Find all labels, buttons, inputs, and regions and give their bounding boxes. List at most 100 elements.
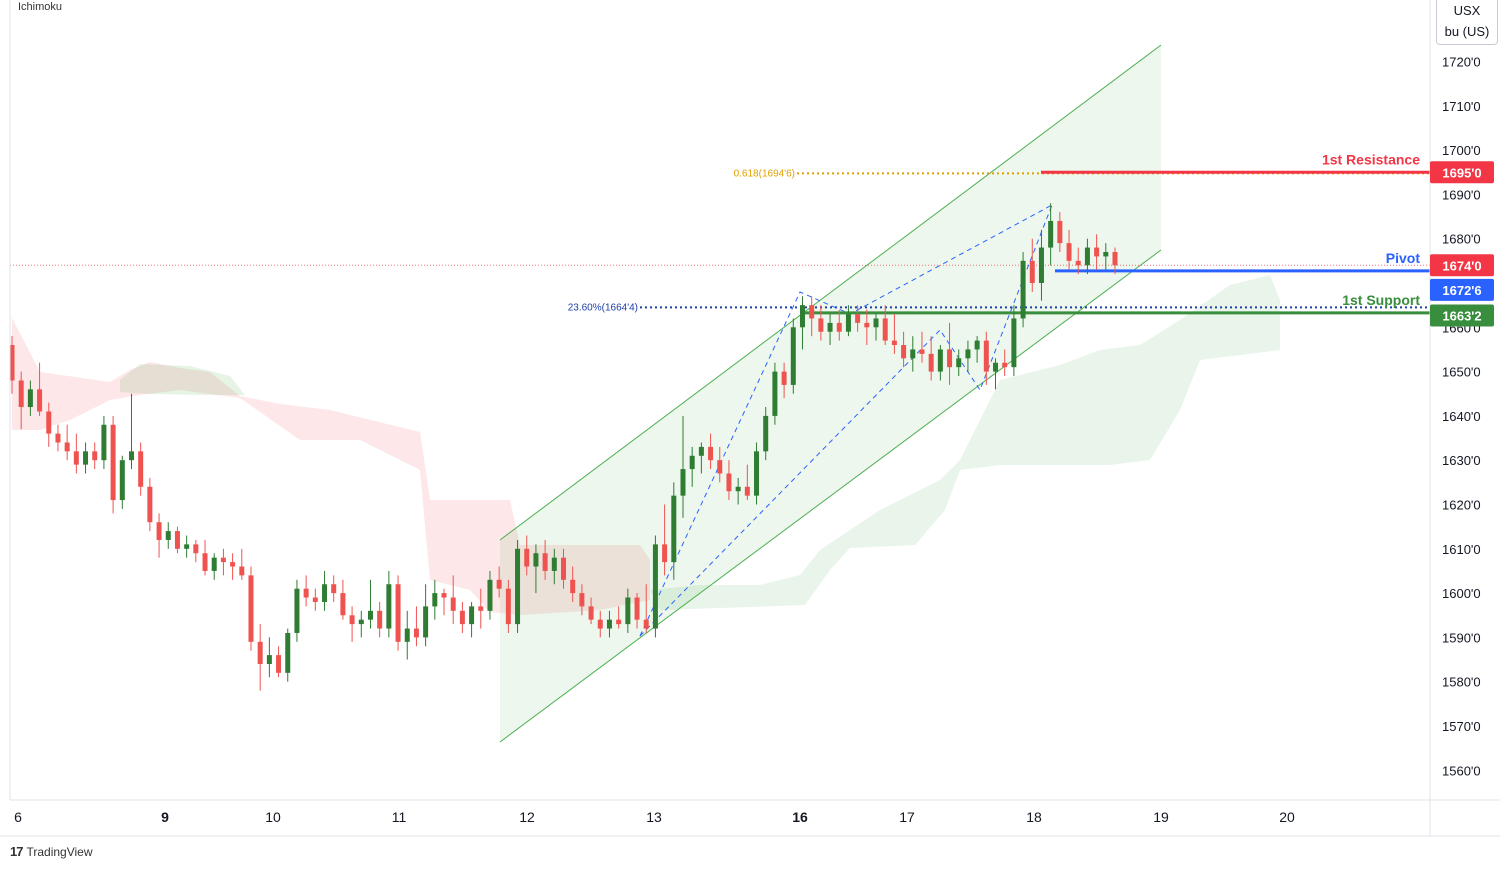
candle-body bbox=[845, 314, 851, 332]
candle bbox=[901, 331, 907, 368]
y-tick-label: 1630'0 bbox=[1442, 453, 1481, 468]
candle bbox=[561, 548, 566, 589]
candle-body bbox=[83, 451, 89, 465]
candle bbox=[101, 415, 107, 470]
candle-body bbox=[193, 544, 199, 554]
candle bbox=[790, 318, 796, 394]
candle bbox=[570, 566, 576, 602]
candle bbox=[836, 309, 842, 341]
cloud-bearish bbox=[12, 318, 650, 615]
candle-body bbox=[1066, 243, 1072, 261]
candle bbox=[919, 331, 925, 363]
candle-body bbox=[18, 380, 24, 408]
candle bbox=[478, 588, 484, 629]
candle-body bbox=[27, 389, 33, 408]
candle-body bbox=[873, 318, 879, 328]
candle bbox=[910, 336, 916, 372]
candle bbox=[37, 362, 43, 416]
candle bbox=[616, 606, 622, 629]
resistance-price-tag-text: 1695'0 bbox=[1442, 165, 1481, 180]
x-tick-label: 16 bbox=[792, 809, 808, 825]
candle bbox=[331, 575, 337, 602]
candle-body bbox=[147, 486, 153, 523]
candle-body bbox=[1075, 260, 1081, 266]
candle-body bbox=[754, 451, 760, 496]
candle bbox=[469, 601, 475, 638]
candle bbox=[450, 575, 456, 625]
candle bbox=[726, 460, 732, 501]
candle bbox=[294, 579, 300, 642]
candle-body bbox=[781, 371, 787, 385]
candle-body bbox=[983, 340, 989, 372]
candle-body bbox=[174, 531, 180, 549]
indicator-label[interactable]: Ichimoku bbox=[18, 1, 63, 13]
fib-level-label: 23.60%(1664'4) bbox=[568, 302, 638, 313]
x-tick-label: 13 bbox=[646, 809, 662, 825]
candle-body bbox=[1020, 260, 1026, 319]
axes: 1720'01710'01700'01690'01680'01670'01660… bbox=[0, 0, 1500, 837]
candle-body bbox=[542, 553, 548, 571]
candle bbox=[643, 584, 649, 633]
candle bbox=[322, 570, 328, 611]
candle bbox=[845, 305, 851, 337]
candle bbox=[459, 601, 465, 633]
candle bbox=[441, 588, 447, 616]
candle-body bbox=[864, 322, 870, 328]
candle-body bbox=[818, 318, 824, 332]
candle bbox=[689, 446, 695, 487]
candle bbox=[597, 610, 603, 638]
candle-body bbox=[993, 362, 999, 372]
candlestick-series bbox=[9, 203, 1118, 691]
candle bbox=[983, 331, 989, 385]
candle bbox=[662, 504, 668, 576]
candle-body bbox=[55, 433, 61, 443]
candle bbox=[1048, 203, 1054, 266]
candle bbox=[220, 548, 226, 576]
candle bbox=[818, 305, 824, 341]
y-tick-label: 1560'0 bbox=[1442, 763, 1481, 778]
footer[interactable]: 17 TradingView bbox=[10, 844, 93, 859]
candle-body bbox=[1048, 220, 1054, 248]
y-tick-label: 1570'0 bbox=[1442, 719, 1481, 734]
candle bbox=[266, 637, 272, 678]
candle-body bbox=[597, 619, 603, 629]
candle-body bbox=[698, 446, 704, 456]
candle-body bbox=[671, 495, 677, 563]
candle bbox=[965, 340, 971, 372]
candle bbox=[524, 535, 530, 576]
candle-body bbox=[533, 553, 539, 567]
candle bbox=[579, 584, 585, 616]
candle bbox=[882, 305, 888, 346]
unit-measure: bu (US) bbox=[1444, 24, 1490, 39]
candle bbox=[73, 433, 79, 474]
candle bbox=[1084, 238, 1090, 275]
candle-body bbox=[1011, 318, 1017, 368]
candle-body bbox=[505, 588, 511, 625]
candle-body bbox=[965, 349, 971, 359]
candle-body bbox=[413, 628, 419, 638]
candle bbox=[781, 362, 787, 399]
candle bbox=[174, 526, 180, 554]
candle bbox=[257, 624, 263, 691]
candle-body bbox=[156, 522, 162, 540]
unit-selector[interactable]: USX bu (US) bbox=[1436, 0, 1498, 45]
candle-body bbox=[496, 579, 502, 589]
candle bbox=[671, 482, 677, 580]
candle-body bbox=[1057, 220, 1063, 244]
pivot-price-tag bbox=[1430, 278, 1494, 301]
candle bbox=[303, 575, 309, 607]
candle bbox=[873, 314, 879, 341]
candle-body bbox=[901, 345, 907, 359]
candle bbox=[367, 579, 373, 629]
candle bbox=[542, 539, 548, 580]
candle-body bbox=[386, 584, 392, 629]
candle-body bbox=[1038, 247, 1044, 283]
candle-body bbox=[303, 588, 309, 598]
key-levels: 0.618(1694'6) 23.60%(1664'4) 1st Resistanc… bbox=[10, 151, 1430, 315]
candle-body bbox=[312, 597, 318, 602]
candle-body bbox=[294, 588, 300, 633]
candle-body bbox=[652, 544, 658, 629]
candle-body bbox=[735, 486, 741, 492]
candle bbox=[496, 566, 502, 598]
